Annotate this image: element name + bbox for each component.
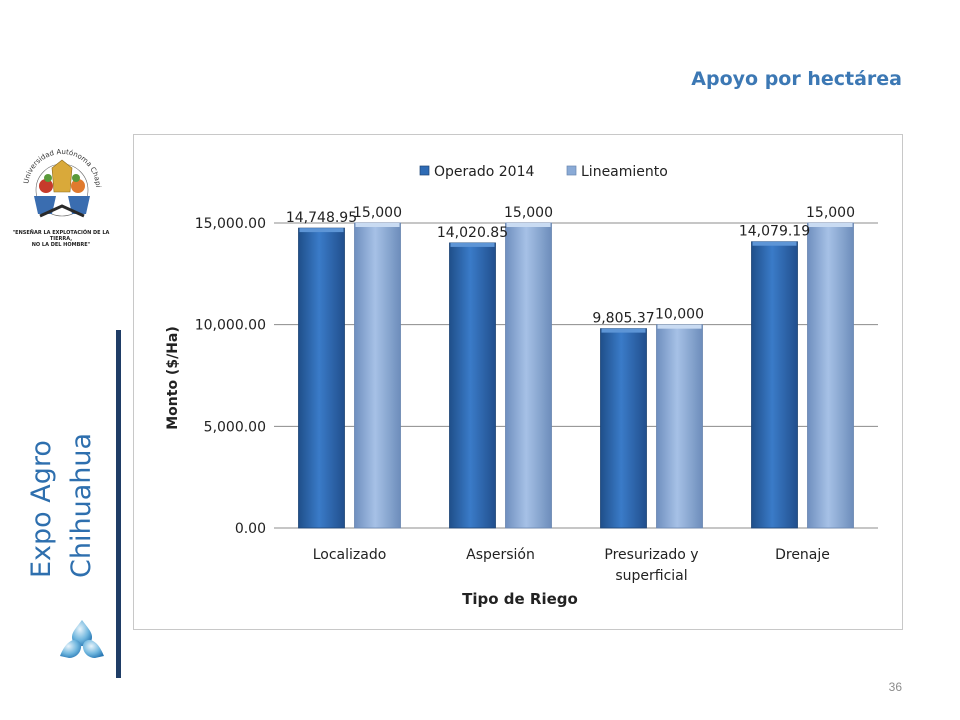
legend-swatch [566, 165, 577, 176]
data-label: 14,079.19 [739, 224, 810, 240]
bar [354, 222, 401, 529]
data-label: 9,805.37 [592, 311, 654, 327]
y-tick-label: 10,000.00 [195, 318, 266, 334]
data-label: 10,000 [655, 307, 704, 323]
data-label: 15,000 [504, 205, 553, 221]
bar [807, 222, 854, 529]
data-label: 14,748.95 [286, 210, 357, 226]
bar [751, 241, 798, 529]
bar-chart: 0.00 5,000.00 10,000.00 15,000.00 14,748.95… [165, 164, 878, 608]
bar-highlight [450, 242, 495, 247]
event-name-line2: Chihuahua [66, 432, 97, 578]
bar [600, 328, 647, 529]
bar [298, 227, 345, 529]
page-number: 36 [888, 680, 902, 694]
x-tick-label: superficial [615, 568, 687, 584]
legend-swatch [419, 165, 430, 176]
legend-label: Operado 2014 [434, 164, 534, 180]
x-axis-title: Tipo de Riego [462, 590, 578, 608]
chart-container: 0.00 5,000.00 10,000.00 15,000.00 14,748.95… [133, 134, 903, 630]
bar-highlight [752, 241, 797, 246]
bar-highlight [299, 228, 344, 233]
university-logo: Universidad Autónoma Chapingo [10, 130, 102, 218]
y-tick-label: 15,000.00 [195, 216, 266, 232]
side-accent-bar [116, 330, 121, 678]
x-tick-label: Presurizado y [604, 547, 698, 563]
x-tick-label: Drenaje [775, 547, 830, 563]
legend-label: Lineamiento [581, 164, 668, 180]
event-name-line1: Expo Agro [26, 440, 57, 578]
x-tick-label: Localizado [313, 547, 387, 563]
x-tick-label: Aspersión [466, 547, 535, 563]
bar [656, 324, 703, 529]
y-tick-label: 5,000.00 [204, 419, 266, 435]
bar-highlight [657, 324, 702, 329]
bar [449, 242, 496, 529]
bar-highlight [355, 223, 400, 227]
data-label: 15,000 [353, 205, 402, 221]
bar-highlight [506, 223, 551, 227]
y-tick-label: 0.00 [235, 521, 266, 537]
bar [505, 222, 552, 529]
logo-motto: "ENSEÑAR LA EXPLOTACIÓN DE LA TIERRA, NO… [12, 230, 110, 248]
bar-highlight [601, 328, 646, 333]
data-label: 15,000 [806, 205, 855, 221]
bar-highlight [808, 223, 853, 227]
data-label: 14,020.85 [437, 225, 508, 241]
water-drops-logo [60, 620, 104, 658]
y-axis-title: Monto ($/Ha) [165, 326, 181, 430]
event-name: Expo Agro Chihuahua [22, 318, 102, 578]
slide-title: Apoyo por hectárea [691, 68, 902, 90]
